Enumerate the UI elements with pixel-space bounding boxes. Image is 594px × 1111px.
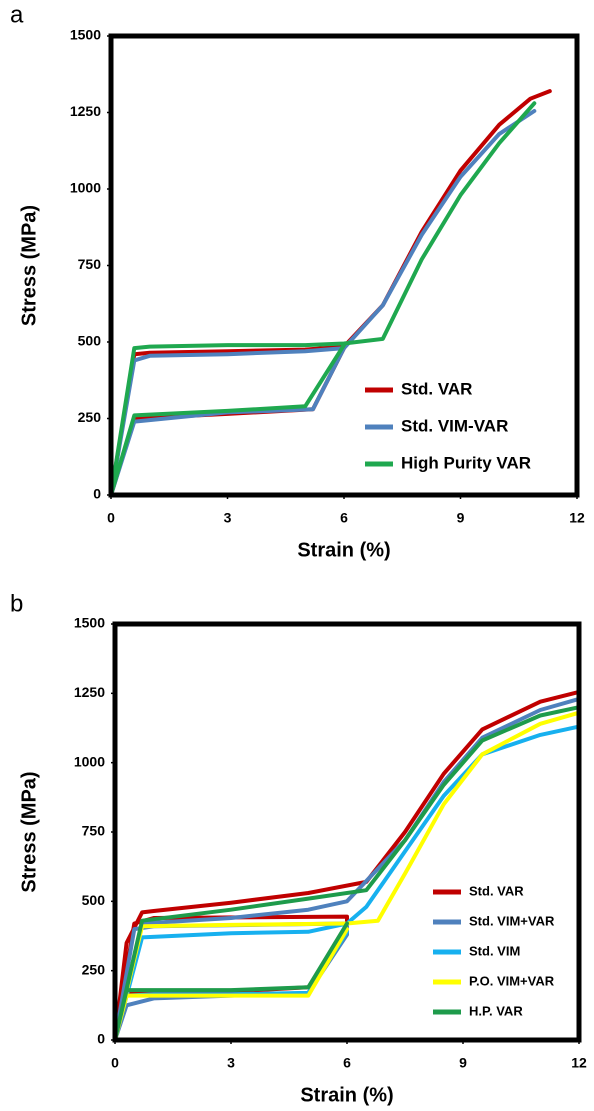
- series-line: [109, 109, 537, 497]
- x-tick-label: 0: [111, 1055, 119, 1071]
- x-tick-label: 6: [340, 510, 348, 526]
- x-tick-label: 9: [459, 1055, 467, 1071]
- y-tick-label: 500: [78, 333, 102, 349]
- plot-frame: [112, 621, 582, 1043]
- x-axis-title: Strain (%): [297, 539, 390, 561]
- y-tick-label: 750: [78, 256, 102, 272]
- y-tick-label: 1000: [74, 753, 105, 769]
- legend-label: Std. VIM-VAR: [401, 416, 508, 435]
- y-tick-label: 1500: [70, 27, 101, 43]
- y-tick-label: 1500: [74, 615, 105, 631]
- plot-frame: [108, 33, 580, 498]
- x-tick-label: 9: [457, 510, 465, 526]
- y-tick-label: 250: [82, 961, 106, 977]
- x-tick-label: 12: [571, 1055, 587, 1071]
- legend-label: P.O. VIM+VAR: [469, 973, 555, 988]
- panel-label: a: [10, 1, 24, 28]
- y-tick-label: 0: [97, 1031, 105, 1047]
- x-tick-label: 0: [107, 510, 115, 526]
- y-tick-label: 0: [93, 486, 101, 502]
- x-tick-label: 3: [224, 510, 232, 526]
- x-tick-label: 3: [227, 1055, 235, 1071]
- series-line: [109, 101, 537, 497]
- x-axis-title: Strain (%): [300, 1084, 393, 1106]
- legend-label: Std. VAR: [469, 883, 524, 898]
- y-tick-label: 1000: [70, 180, 101, 196]
- y-tick-label: 1250: [70, 103, 101, 119]
- y-tick-label: 750: [82, 823, 106, 839]
- legend-label: Std. VAR: [401, 379, 472, 398]
- x-tick-label: 12: [569, 510, 585, 526]
- legend-label: H.P. VAR: [469, 1003, 523, 1018]
- legend-label: High Purity VAR: [401, 453, 531, 472]
- legend-label: Std. VIM: [469, 943, 520, 958]
- legend-label: Std. VIM+VAR: [469, 913, 555, 928]
- panel-label: b: [10, 590, 23, 617]
- y-axis-title: Stress (MPa): [18, 205, 40, 326]
- y-tick-label: 1250: [74, 684, 105, 700]
- series-line: [113, 705, 581, 1042]
- y-axis-title: Stress (MPa): [18, 771, 40, 892]
- y-tick-label: 250: [78, 409, 102, 425]
- x-tick-label: 6: [343, 1055, 351, 1071]
- y-tick-label: 500: [82, 892, 106, 908]
